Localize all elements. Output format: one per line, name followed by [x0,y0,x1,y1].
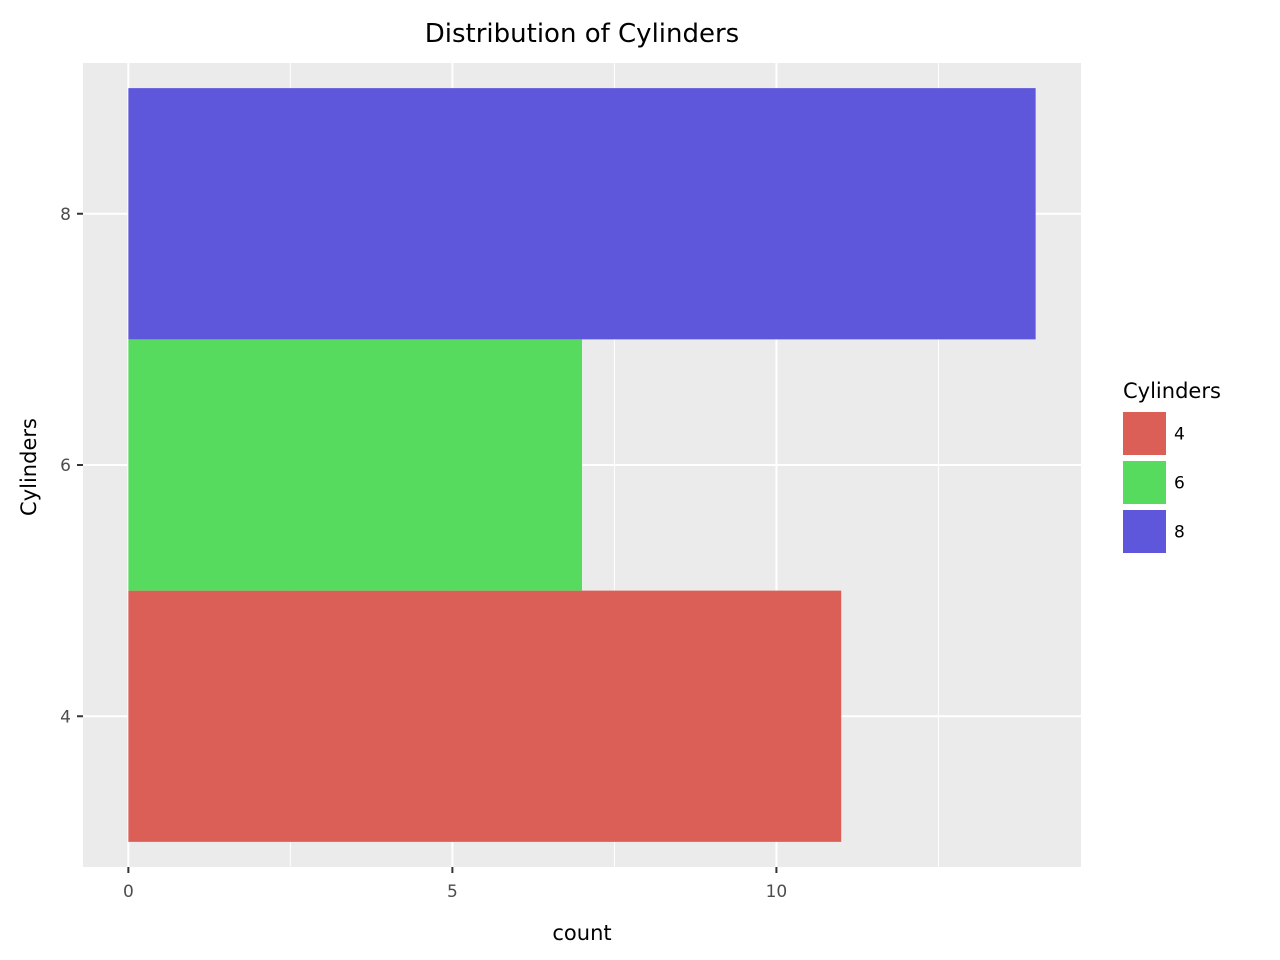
x-axis: 0 5 10 [123,867,787,902]
bar-cylinders-6 [128,339,582,591]
legend-key-8 [1123,510,1166,553]
y-tick-label: 8 [60,205,71,225]
legend-label: 6 [1174,474,1185,494]
legend-label: 8 [1174,523,1185,543]
x-tick-label: 10 [766,882,788,902]
legend-label: 4 [1174,425,1185,445]
y-axis: 4 6 8 [60,205,83,727]
legend-key-4 [1123,412,1166,455]
bar-cylinders-8 [128,88,1036,340]
y-tick-label: 4 [60,707,71,727]
x-tick-label: 0 [123,882,134,902]
chart-title: Distribution of Cylinders [425,19,739,49]
legend: Cylinders 4 6 8 [1123,379,1221,553]
bars [128,88,1036,842]
x-axis-title: count [552,921,611,945]
x-tick-label: 5 [447,882,458,902]
bar-cylinders-4 [128,590,842,842]
legend-title: Cylinders [1123,379,1221,403]
y-tick-label: 6 [60,456,71,476]
y-axis-title: Cylinders [17,418,41,516]
legend-key-6 [1123,461,1166,504]
